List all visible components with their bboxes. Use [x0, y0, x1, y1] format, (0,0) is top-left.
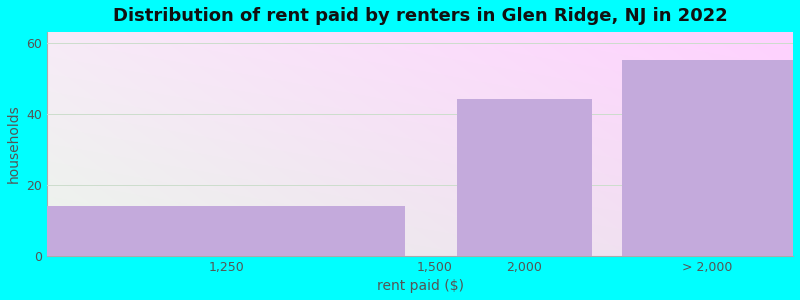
X-axis label: rent paid ($): rent paid ($): [377, 279, 464, 293]
Bar: [458, 100, 592, 256]
Y-axis label: households: households: [7, 104, 21, 183]
Bar: [622, 60, 793, 256]
Bar: [47, 206, 406, 256]
Title: Distribution of rent paid by renters in Glen Ridge, NJ in 2022: Distribution of rent paid by renters in …: [113, 7, 727, 25]
